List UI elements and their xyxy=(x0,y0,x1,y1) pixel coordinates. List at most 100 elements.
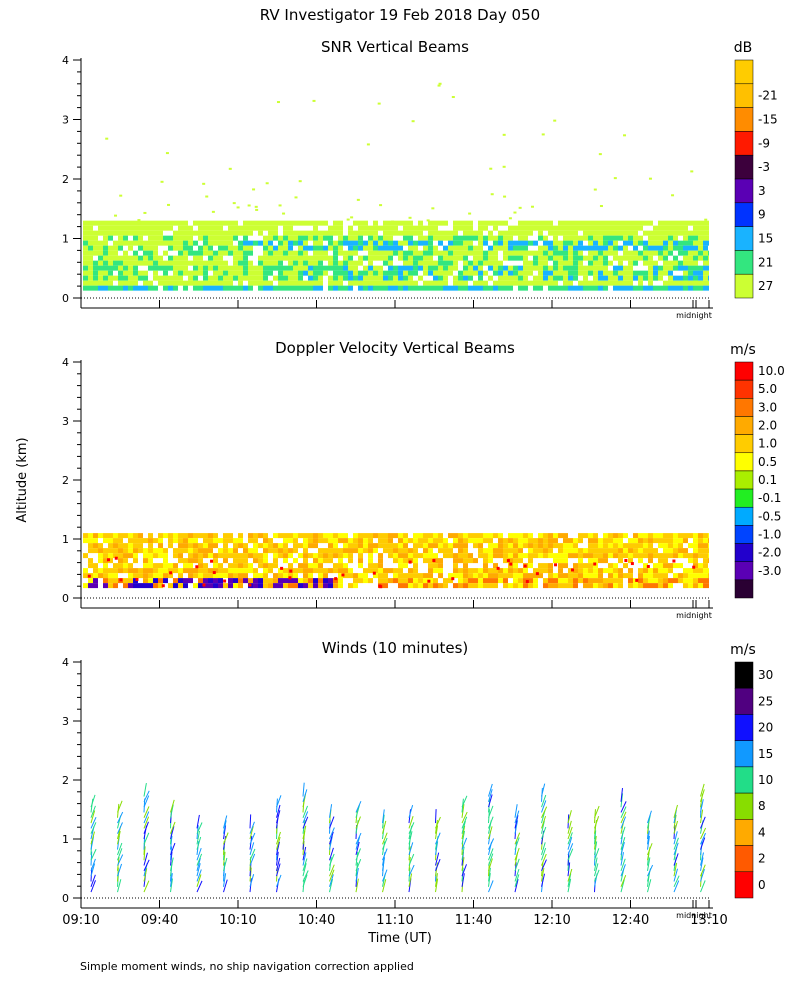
doppler-cell xyxy=(233,573,238,579)
doppler-cell xyxy=(503,568,508,574)
snr-cell xyxy=(168,255,173,261)
doppler-speck xyxy=(692,565,696,569)
snr-cell xyxy=(273,260,278,266)
snr-cell xyxy=(568,245,573,251)
doppler-cell xyxy=(243,553,248,559)
doppler-cell xyxy=(488,568,493,574)
doppler-cell xyxy=(103,533,108,539)
colorbar-swatch xyxy=(734,871,754,899)
snr-cell xyxy=(333,255,338,261)
doppler-cell xyxy=(153,538,158,544)
wind-barb xyxy=(594,869,600,882)
doppler-cell xyxy=(613,543,618,549)
doppler-cell xyxy=(313,543,318,549)
snr-cell xyxy=(588,225,593,231)
doppler-cell xyxy=(588,558,593,564)
snr-cell xyxy=(433,230,438,236)
doppler-cell xyxy=(193,568,198,574)
doppler-cell xyxy=(148,538,153,544)
snr-cell xyxy=(138,270,143,276)
doppler-cell xyxy=(258,558,263,564)
doppler-cell xyxy=(288,573,293,579)
doppler-speck xyxy=(280,566,284,570)
snr-cell xyxy=(248,280,253,286)
doppler-cell xyxy=(643,543,648,549)
wind-barb xyxy=(302,874,308,887)
snr-cell xyxy=(428,245,433,251)
colorbar-label: 0 xyxy=(758,878,766,892)
snr-cell xyxy=(688,220,693,226)
doppler-speck xyxy=(672,559,676,563)
midnight-label: midnight xyxy=(676,911,712,920)
wind-barb xyxy=(196,814,200,829)
doppler-cell xyxy=(283,573,288,579)
snr-cell xyxy=(513,240,518,246)
snr-cell xyxy=(693,240,698,246)
snr-cell xyxy=(108,230,113,236)
y-tick-label: 2 xyxy=(62,173,69,186)
doppler-cell xyxy=(223,548,228,554)
snr-cell xyxy=(338,265,343,271)
snr-speck xyxy=(276,101,280,104)
doppler-cell xyxy=(148,578,153,584)
doppler-cell xyxy=(83,568,88,574)
doppler-cell xyxy=(263,548,268,554)
doppler-cell xyxy=(588,538,593,544)
doppler-cell xyxy=(283,553,288,559)
doppler-cell xyxy=(538,563,543,569)
doppler-cell xyxy=(398,548,403,554)
snr-cell xyxy=(368,265,373,271)
snr-cell xyxy=(598,245,603,251)
snr-cell xyxy=(328,280,333,286)
doppler-cell xyxy=(468,533,473,539)
wind-barb xyxy=(355,841,360,856)
snr-cell xyxy=(313,240,318,246)
wind-barb xyxy=(488,789,493,802)
doppler-cell xyxy=(468,568,473,574)
doppler-cell xyxy=(633,583,638,589)
snr-cell xyxy=(103,235,108,241)
snr-cell xyxy=(208,220,213,226)
snr-cell xyxy=(388,240,393,246)
doppler-cell xyxy=(108,583,113,589)
snr-cell xyxy=(398,240,403,246)
snr-cell xyxy=(318,235,323,241)
doppler-speck xyxy=(288,576,292,580)
doppler-cell xyxy=(473,543,478,549)
doppler-cell xyxy=(163,573,168,579)
doppler-cell xyxy=(433,558,438,564)
colorbar-swatch xyxy=(734,845,754,873)
snr-cell xyxy=(678,250,683,256)
snr-cell xyxy=(643,255,648,261)
snr-cell xyxy=(508,245,513,251)
snr-cell xyxy=(98,225,103,231)
doppler-cell xyxy=(218,573,223,579)
doppler-cell xyxy=(573,543,578,549)
doppler-cell xyxy=(338,583,343,589)
doppler-cell xyxy=(563,583,568,589)
snr-cell xyxy=(103,255,108,261)
snr-cell xyxy=(303,240,308,246)
doppler-cell xyxy=(428,553,433,559)
doppler-cell xyxy=(388,543,393,549)
snr-cell xyxy=(638,220,643,226)
snr-cell xyxy=(603,220,608,226)
snr-cell xyxy=(453,280,458,286)
snr-cell xyxy=(503,230,508,236)
doppler-cell xyxy=(148,568,153,574)
doppler-speck xyxy=(135,577,139,581)
doppler-cell xyxy=(408,568,413,574)
snr-cell xyxy=(463,240,468,246)
snr-cell xyxy=(388,280,393,286)
snr-cell xyxy=(663,230,668,236)
snr-cell xyxy=(373,280,378,286)
snr-cell xyxy=(568,255,573,261)
wind-barb xyxy=(408,822,415,834)
doppler-cell xyxy=(603,553,608,559)
doppler-cell xyxy=(263,538,268,544)
snr-cell xyxy=(163,275,168,281)
snr-cell xyxy=(703,260,708,266)
snr-cell xyxy=(493,260,498,266)
doppler-cell xyxy=(508,538,513,544)
snr-cell xyxy=(608,275,613,281)
